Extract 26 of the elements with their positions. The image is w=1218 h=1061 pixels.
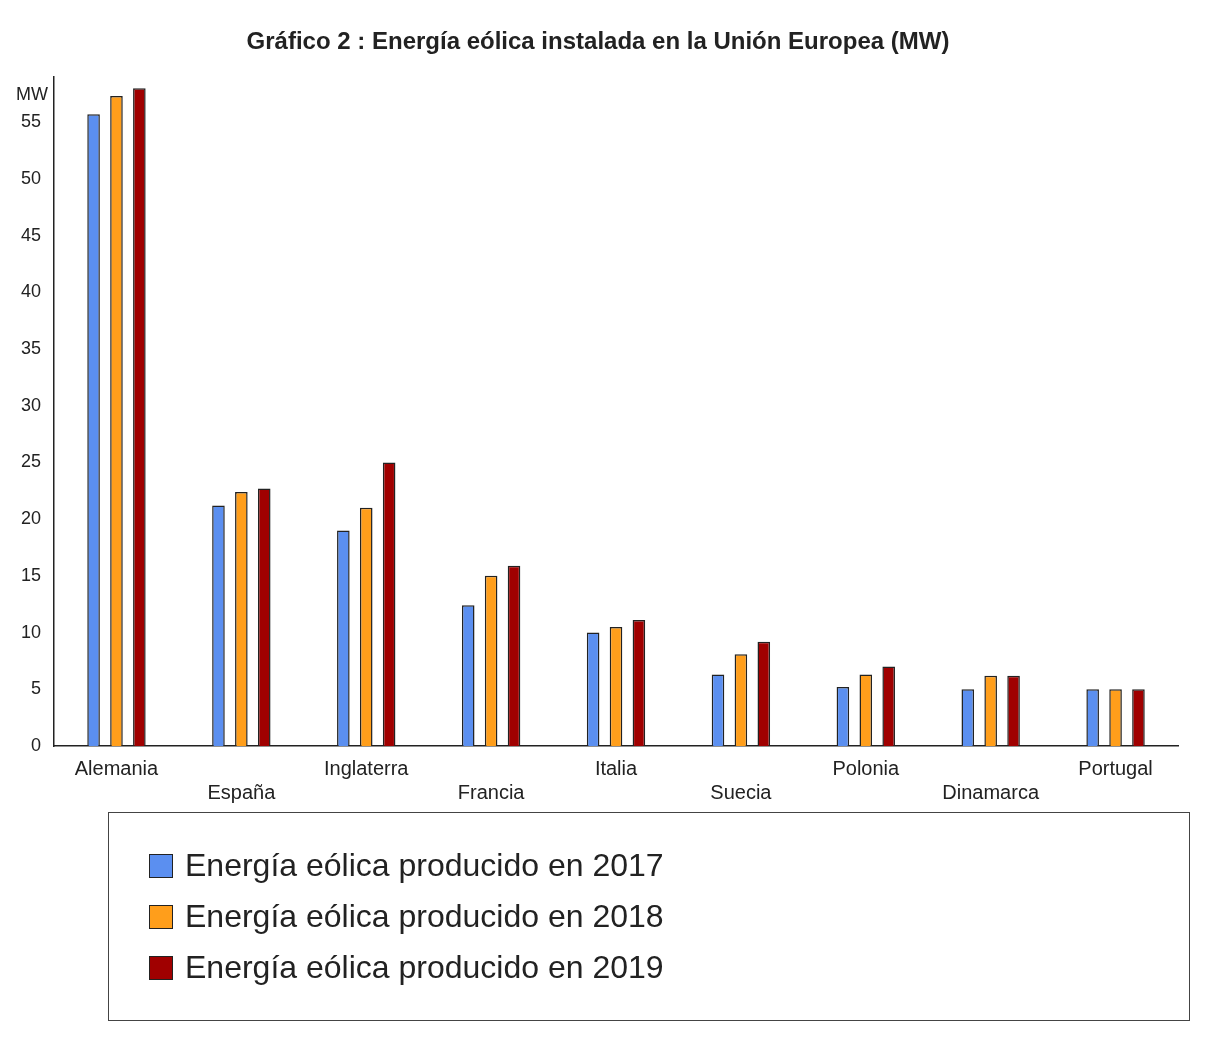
y-tick-label: 30 bbox=[20, 394, 42, 415]
y-tick-label: 20 bbox=[20, 508, 42, 529]
y-tick-label: 40 bbox=[20, 281, 42, 302]
y-tick-label: 35 bbox=[20, 337, 42, 358]
x-tick-label: Inglaterra bbox=[323, 756, 410, 779]
x-tick-label: Polonia bbox=[832, 756, 901, 779]
y-tick-label: 45 bbox=[20, 224, 42, 245]
y-axis-title: MW bbox=[16, 84, 48, 105]
x-tick-label: España bbox=[207, 780, 277, 803]
x-tick-label: Suecia bbox=[710, 780, 773, 803]
y-tick-label: 25 bbox=[20, 451, 42, 472]
x-tick-label: Dinamarca bbox=[942, 780, 1040, 803]
x-tick-label: Portugal bbox=[1078, 756, 1153, 779]
y-tick-label: 55 bbox=[20, 111, 42, 132]
x-tick-label: Alemania bbox=[74, 756, 160, 779]
y-tick-label: 15 bbox=[20, 564, 42, 585]
y-tick-label: 50 bbox=[20, 167, 42, 188]
chart-title: Gráfico 2 : Energía eólica instalada en la Unión Europea (MW) bbox=[246, 27, 950, 55]
x-tick-label: Francia bbox=[457, 780, 526, 803]
y-tick-label: 5 bbox=[31, 678, 42, 699]
y-tick-label: 10 bbox=[20, 621, 42, 642]
y-tick-label: 0 bbox=[31, 734, 42, 755]
legend-label: Energía eólica producido en 2017 bbox=[185, 847, 664, 884]
legend-label: Energía eólica producido en 2019 bbox=[185, 949, 664, 986]
legend-label: Energía eólica producido en 2018 bbox=[185, 898, 664, 935]
x-tick-label: Italia bbox=[594, 756, 639, 779]
